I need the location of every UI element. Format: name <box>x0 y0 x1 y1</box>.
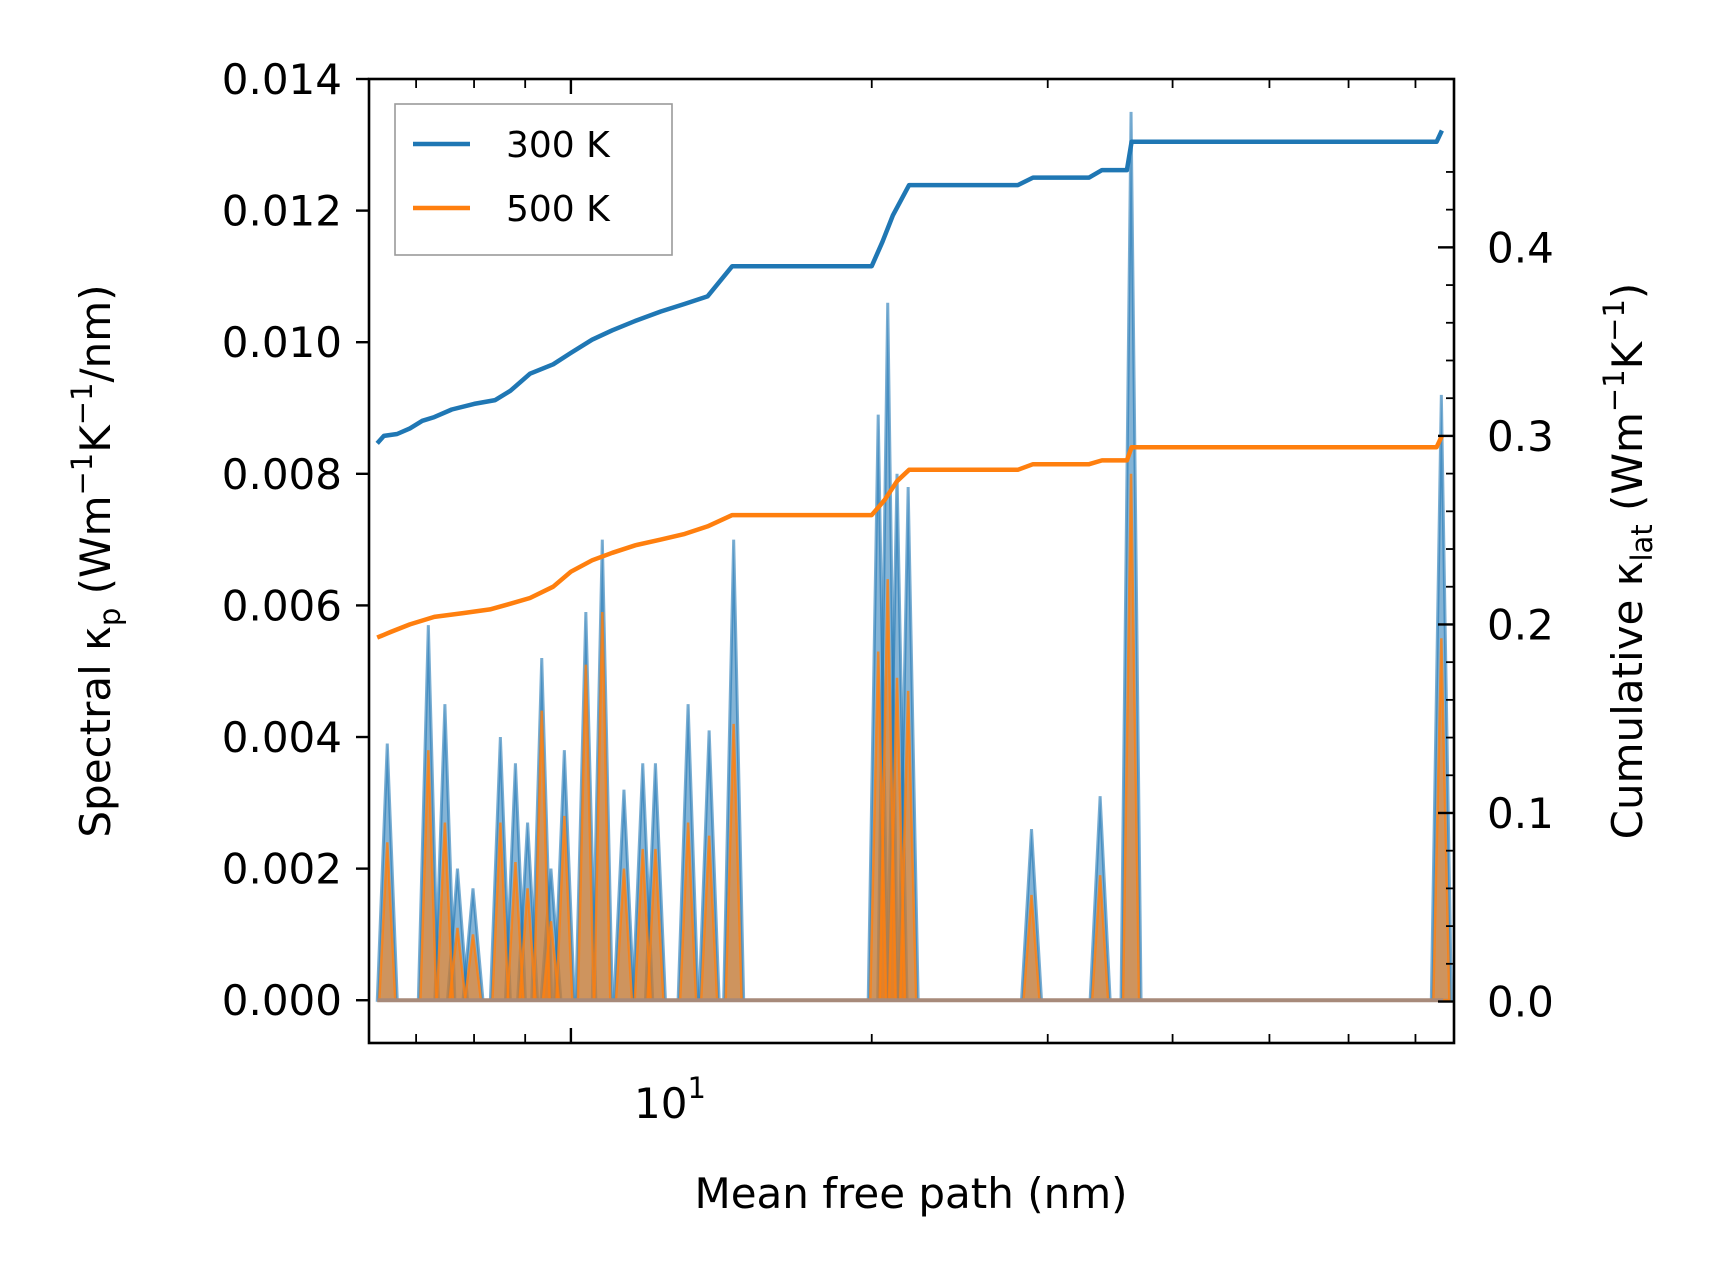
cumulative-500K-line <box>376 434 1444 640</box>
y-right-axis-label: Cumulative κlat (Wm−1K−1) <box>1597 283 1659 840</box>
spectral-500K-area <box>377 473 1451 1003</box>
y-left-tick-label-7: 0.014 <box>222 55 342 104</box>
y-left-axis-label: Spectral κp (Wm−1K−1/nm) <box>65 284 127 837</box>
y-right-tick-label-1: 0.1 <box>1487 789 1554 838</box>
x-axis-label: Mean free path (nm) <box>694 1169 1127 1218</box>
plot-frame <box>367 77 1456 1045</box>
legend-label-500K: 500 K <box>506 189 611 230</box>
y-right-tick-label-3: 0.3 <box>1487 412 1554 461</box>
y-left-tick-label-4: 0.008 <box>222 450 342 499</box>
axis-ticks: 0.000 0.002 0.004 0.006 0.008 0.010 0.012 0.014… <box>222 55 1554 1043</box>
y-right-tick-label-2: 0.2 <box>1487 600 1554 649</box>
x-tick-label-10: 101 <box>634 1071 706 1128</box>
y-right-tick-label-4: 0.4 <box>1487 223 1554 272</box>
y-left-tick-label-0: 0.000 <box>222 976 342 1025</box>
legend-frame <box>394 103 673 256</box>
legend-label-300K: 300 K <box>506 125 611 166</box>
legend: 300 K 500 K <box>394 103 673 256</box>
y-left-tick-label-5: 0.010 <box>222 318 342 367</box>
cumulative-300K-line <box>375 129 1444 445</box>
y-left-tick-label-2: 0.004 <box>222 713 342 762</box>
y-left-tick-label-3: 0.006 <box>222 581 342 630</box>
y-left-tick-label-6: 0.012 <box>222 187 342 236</box>
y-left-tick-label-1: 0.002 <box>222 845 342 894</box>
y-right-tick-label-0: 0.0 <box>1487 978 1554 1027</box>
